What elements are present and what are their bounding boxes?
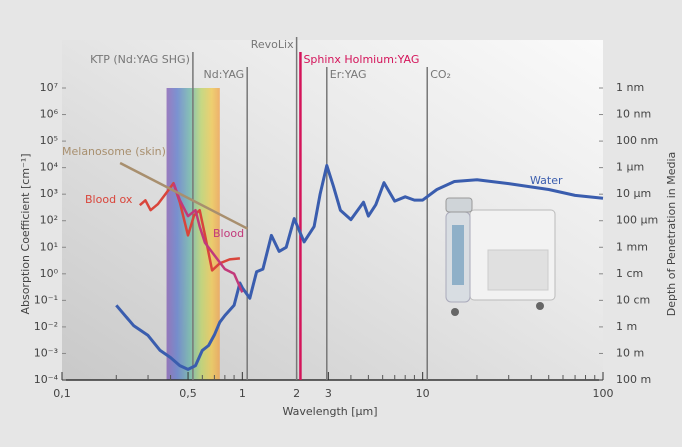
y-tick-label: 10¹ <box>40 240 58 253</box>
y2-tick-label: 1 cm <box>616 267 643 280</box>
y-tick-label: 10⁵ <box>40 134 58 147</box>
y2-tick-label: 100 µm <box>616 214 658 227</box>
y2-tick-label: 10 m <box>616 346 644 359</box>
x-tick-label: 1 <box>239 387 246 400</box>
y2-tick-label: 1 µm <box>616 161 644 174</box>
series-label: Water <box>530 174 563 187</box>
device-illustration <box>445 197 556 316</box>
y-tick-label: 10³ <box>40 187 58 200</box>
series-line <box>138 181 241 272</box>
y2-tick-label: 10 nm <box>616 108 651 121</box>
plot: 10⁷ 10⁶ 10⁵ 10⁴ 10³ 10² 10¹ 10⁰ 10⁻¹ 10⁻² 10⁻³ 10⁻⁴… <box>34 37 658 400</box>
y2-tick-label: 10 cm <box>616 293 650 306</box>
laser-label: RevoLix <box>251 38 294 51</box>
x-tick-label: 0,5 <box>179 387 197 400</box>
y-tick-label: 10⁻⁴ <box>34 373 59 386</box>
y-tick-label: 10⁷ <box>40 81 58 94</box>
y-tick-label: 10⁰ <box>40 267 59 280</box>
laser-label: KTP (Nd:YAG SHG) <box>90 53 190 66</box>
laser-label: Er:YAG <box>330 68 367 81</box>
series-label: Blood <box>213 227 244 240</box>
laser-label: Nd:YAG <box>204 68 245 81</box>
x-axis-title: Wavelength [µm] <box>282 405 377 418</box>
series-line <box>119 161 249 230</box>
y2-tick-label: 10 µm <box>616 187 651 200</box>
x-tick-label: 10 <box>416 387 430 400</box>
x-tick-label: 3 <box>325 387 332 400</box>
series-line <box>115 164 604 371</box>
laser-label: CO₂ <box>430 68 451 81</box>
y-tick-label: 10⁻² <box>34 320 58 333</box>
y2-tick-label: 1 nm <box>616 81 644 94</box>
series-line <box>172 182 244 293</box>
y2-tick-label: 100 nm <box>616 134 658 147</box>
y-tick-label: 10⁴ <box>40 161 59 174</box>
series-label: Blood ox <box>85 193 133 206</box>
y-tick-label: 10⁶ <box>40 108 59 121</box>
y-tick-label: 10² <box>40 214 58 227</box>
x-tick-label: 100 <box>593 387 614 400</box>
y-axis-title: Absorption Coefficient [cm⁻¹] <box>19 153 32 314</box>
y-tick-label: 10⁻¹ <box>34 293 58 306</box>
x-tick-label: 2 <box>293 387 300 400</box>
y2-tick-label: 1 m <box>616 320 637 333</box>
y2-tick-label: 100 m <box>616 373 651 386</box>
x-tick-label: 0,1 <box>53 387 71 400</box>
y2-tick-label: 1 mm <box>616 240 648 253</box>
y2-axis-title: Depth of Penetration in Media <box>665 152 678 317</box>
series-label: Melanosome (skin) <box>62 145 166 158</box>
laser-label: Sphinx Holmium:YAG <box>303 53 419 66</box>
y-tick-label: 10⁻³ <box>34 346 58 359</box>
